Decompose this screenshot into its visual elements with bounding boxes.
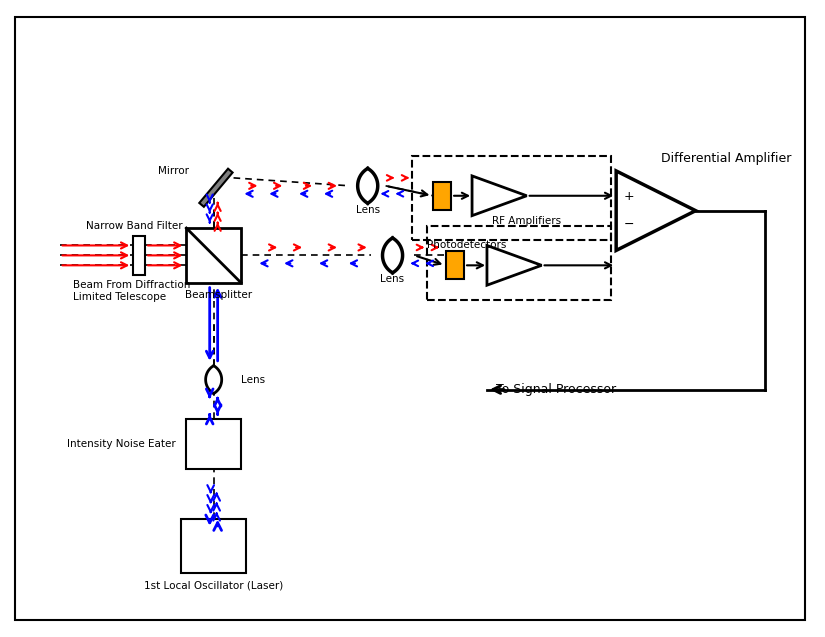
Bar	[186, 228, 241, 283]
Text: Limited Telescope: Limited Telescope	[73, 292, 166, 302]
Bar	[186, 419, 241, 469]
Polygon shape	[200, 169, 233, 207]
Text: RF Amplifiers: RF Amplifiers	[493, 215, 561, 225]
Text: Mirror: Mirror	[158, 166, 189, 176]
Bar	[133, 236, 145, 275]
Text: Photodetectors: Photodetectors	[427, 240, 507, 250]
Text: 1st Local Oscillator (Laser): 1st Local Oscillator (Laser)	[144, 580, 283, 590]
Text: Beamsplitter: Beamsplitter	[185, 290, 252, 299]
Text: Narrow Band Filter: Narrow Band Filter	[86, 220, 182, 231]
Text: Beam From Diffraction: Beam From Diffraction	[73, 280, 190, 290]
Text: To Signal Processor: To Signal Processor	[497, 383, 616, 396]
Bar	[182, 519, 246, 573]
Text: +: +	[624, 190, 634, 203]
Bar	[446, 252, 464, 279]
Text: Lens: Lens	[380, 275, 404, 284]
Text: −: −	[624, 218, 634, 231]
Text: Lens: Lens	[356, 204, 380, 215]
Bar	[427, 225, 611, 300]
Bar	[433, 182, 451, 210]
Text: Lens: Lens	[242, 375, 266, 385]
Text: Intensity Noise Eater: Intensity Noise Eater	[67, 440, 176, 449]
Bar	[412, 156, 611, 241]
Text: Differential Amplifier: Differential Amplifier	[661, 152, 791, 166]
